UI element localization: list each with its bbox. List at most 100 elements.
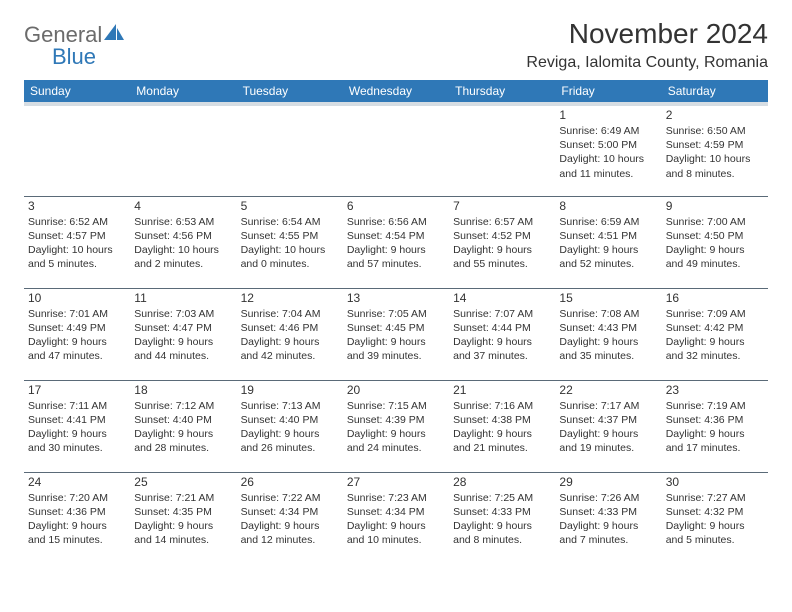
calendar-row: 3Sunrise: 6:52 AMSunset: 4:57 PMDaylight… (24, 196, 768, 288)
calendar-cell: 11 Sunrise: 7:03 AMSunset: 4:47 PMDayligh… (130, 288, 236, 380)
calendar-cell: 18 Sunrise: 7:12 AMSunset: 4:40 PMDayligh… (130, 380, 236, 472)
day-number: 7 (453, 199, 551, 213)
calendar-cell: 20 Sunrise: 7:15 AMSunset: 4:39 PMDayligh… (343, 380, 449, 472)
calendar-cell: 16 Sunrise: 7:09 AMSunset: 4:42 PMDayligh… (662, 288, 768, 380)
day-number: 12 (241, 291, 339, 305)
day-info: Sunrise: 6:49 AMSunset: 5:00 PMDaylight:… (559, 124, 657, 181)
location-subtitle: Reviga, Ialomita County, Romania (526, 54, 768, 72)
calendar-row: 10 Sunrise: 7:01 AMSunset: 4:49 PMDayligh… (24, 288, 768, 380)
day-number: 25 (134, 475, 232, 489)
day-info: Sunrise: 7:11 AMSunset: 4:41 PMDaylight:… (28, 399, 126, 456)
calendar-cell: 1 Sunrise: 6:49 AMSunset: 5:00 PMDaylight… (555, 104, 661, 196)
day-info: Sunrise: 7:23 AMSunset: 4:34 PMDaylight:… (347, 491, 445, 548)
calendar-cell: 17 Sunrise: 7:11 AMSunset: 4:41 PMDayligh… (24, 380, 130, 472)
day-header: Tuesday (237, 80, 343, 104)
day-number: 28 (453, 475, 551, 489)
day-info: Sunrise: 7:13 AMSunset: 4:40 PMDaylight:… (241, 399, 339, 456)
calendar-cell: 27Sunrise: 7:23 AMSunset: 4:34 PMDayligh… (343, 472, 449, 564)
day-number: 8 (559, 199, 657, 213)
titles: November 2024 Reviga, Ialomita County, R… (526, 18, 768, 72)
day-number: 6 (347, 199, 445, 213)
calendar-cell: 12 Sunrise: 7:04 AMSunset: 4:46 PMDayligh… (237, 288, 343, 380)
calendar-cell: 8 Sunrise: 6:59 AMSunset: 4:51 PMDaylight… (555, 196, 661, 288)
calendar-cell: 26Sunrise: 7:22 AMSunset: 4:34 PMDayligh… (237, 472, 343, 564)
calendar-cell: 30Sunrise: 7:27 AMSunset: 4:32 PMDayligh… (662, 472, 768, 564)
calendar-row: 24 Sunrise: 7:20 AMSunset: 4:36 PMDayligh… (24, 472, 768, 564)
day-info: Sunrise: 7:22 AMSunset: 4:34 PMDaylight:… (241, 491, 339, 548)
day-info: Sunrise: 6:54 AMSunset: 4:55 PMDaylight:… (241, 215, 339, 272)
day-header: Sunday (24, 80, 130, 104)
day-info: Sunrise: 7:04 AMSunset: 4:46 PMDaylight:… (241, 307, 339, 364)
calendar-cell: 3Sunrise: 6:52 AMSunset: 4:57 PMDaylight… (24, 196, 130, 288)
calendar-cell: 6 Sunrise: 6:56 AMSunset: 4:54 PMDaylight… (343, 196, 449, 288)
day-number: 2 (666, 108, 764, 122)
day-number: 16 (666, 291, 764, 305)
day-info: Sunrise: 6:59 AMSunset: 4:51 PMDaylight:… (559, 215, 657, 272)
day-number: 14 (453, 291, 551, 305)
calendar-cell: 5 Sunrise: 6:54 AMSunset: 4:55 PMDaylight… (237, 196, 343, 288)
day-number: 17 (28, 383, 126, 397)
calendar-cell: 7 Sunrise: 6:57 AMSunset: 4:52 PMDaylight… (449, 196, 555, 288)
calendar-table: Sunday Monday Tuesday Wednesday Thursday… (24, 80, 768, 564)
day-info: Sunrise: 7:07 AMSunset: 4:44 PMDaylight:… (453, 307, 551, 364)
day-info: Sunrise: 6:50 AMSunset: 4:59 PMDaylight:… (666, 124, 764, 181)
calendar-page: GeneralBlue November 2024 Reviga, Ialomi… (0, 0, 792, 582)
day-info: Sunrise: 7:20 AMSunset: 4:36 PMDaylight:… (28, 491, 126, 548)
day-info: Sunrise: 7:17 AMSunset: 4:37 PMDaylight:… (559, 399, 657, 456)
day-info: Sunrise: 7:19 AMSunset: 4:36 PMDaylight:… (666, 399, 764, 456)
day-info: Sunrise: 7:01 AMSunset: 4:49 PMDaylight:… (28, 307, 126, 364)
day-header: Saturday (662, 80, 768, 104)
calendar-cell (24, 104, 130, 196)
calendar-cell: 13Sunrise: 7:05 AMSunset: 4:45 PMDayligh… (343, 288, 449, 380)
calendar-row: 1 Sunrise: 6:49 AMSunset: 5:00 PMDaylight… (24, 104, 768, 196)
calendar-cell: 4 Sunrise: 6:53 AMSunset: 4:56 PMDaylight… (130, 196, 236, 288)
calendar-cell (343, 104, 449, 196)
calendar-cell: 19 Sunrise: 7:13 AMSunset: 4:40 PMDayligh… (237, 380, 343, 472)
day-header: Thursday (449, 80, 555, 104)
calendar-cell: 28 Sunrise: 7:25 AMSunset: 4:33 PMDayligh… (449, 472, 555, 564)
day-info: Sunrise: 7:16 AMSunset: 4:38 PMDaylight:… (453, 399, 551, 456)
day-info: Sunrise: 6:52 AMSunset: 4:57 PMDaylight:… (28, 215, 126, 272)
day-number: 19 (241, 383, 339, 397)
day-info: Sunrise: 6:56 AMSunset: 4:54 PMDaylight:… (347, 215, 445, 272)
day-number: 18 (134, 383, 232, 397)
month-title: November 2024 (526, 18, 768, 50)
calendar-cell: 22 Sunrise: 7:17 AMSunset: 4:37 PMDayligh… (555, 380, 661, 472)
day-number: 21 (453, 383, 551, 397)
day-info: Sunrise: 7:15 AMSunset: 4:39 PMDaylight:… (347, 399, 445, 456)
logo: GeneralBlue (24, 24, 126, 68)
day-info: Sunrise: 7:25 AMSunset: 4:33 PMDaylight:… (453, 491, 551, 548)
day-header: Wednesday (343, 80, 449, 104)
calendar-cell: 2 Sunrise: 6:50 AMSunset: 4:59 PMDaylight… (662, 104, 768, 196)
day-number: 1 (559, 108, 657, 122)
day-number: 24 (28, 475, 126, 489)
day-info: Sunrise: 7:21 AMSunset: 4:35 PMDaylight:… (134, 491, 232, 548)
day-info: Sunrise: 6:57 AMSunset: 4:52 PMDaylight:… (453, 215, 551, 272)
calendar-cell: 25 Sunrise: 7:21 AMSunset: 4:35 PMDayligh… (130, 472, 236, 564)
day-number: 5 (241, 199, 339, 213)
day-info: Sunrise: 7:26 AMSunset: 4:33 PMDaylight:… (559, 491, 657, 548)
day-info: Sunrise: 7:09 AMSunset: 4:42 PMDaylight:… (666, 307, 764, 364)
day-number: 11 (134, 291, 232, 305)
calendar-cell: 23Sunrise: 7:19 AMSunset: 4:36 PMDayligh… (662, 380, 768, 472)
day-info: Sunrise: 7:00 AMSunset: 4:50 PMDaylight:… (666, 215, 764, 272)
calendar-cell: 21 Sunrise: 7:16 AMSunset: 4:38 PMDayligh… (449, 380, 555, 472)
calendar-cell (449, 104, 555, 196)
day-number: 29 (559, 475, 657, 489)
calendar-cell: 9Sunrise: 7:00 AMSunset: 4:50 PMDaylight… (662, 196, 768, 288)
header: GeneralBlue November 2024 Reviga, Ialomi… (24, 18, 768, 72)
day-number: 4 (134, 199, 232, 213)
day-header: Monday (130, 80, 236, 104)
day-info: Sunrise: 7:12 AMSunset: 4:40 PMDaylight:… (134, 399, 232, 456)
calendar-cell: 29 Sunrise: 7:26 AMSunset: 4:33 PMDayligh… (555, 472, 661, 564)
day-number: 20 (347, 383, 445, 397)
day-number: 15 (559, 291, 657, 305)
day-number: 22 (559, 383, 657, 397)
calendar-cell (237, 104, 343, 196)
calendar-cell: 10 Sunrise: 7:01 AMSunset: 4:49 PMDayligh… (24, 288, 130, 380)
day-number: 10 (28, 291, 126, 305)
calendar-cell: 14 Sunrise: 7:07 AMSunset: 4:44 PMDayligh… (449, 288, 555, 380)
day-info: Sunrise: 7:05 AMSunset: 4:45 PMDaylight:… (347, 307, 445, 364)
day-info: Sunrise: 7:03 AMSunset: 4:47 PMDaylight:… (134, 307, 232, 364)
day-info: Sunrise: 6:53 AMSunset: 4:56 PMDaylight:… (134, 215, 232, 272)
